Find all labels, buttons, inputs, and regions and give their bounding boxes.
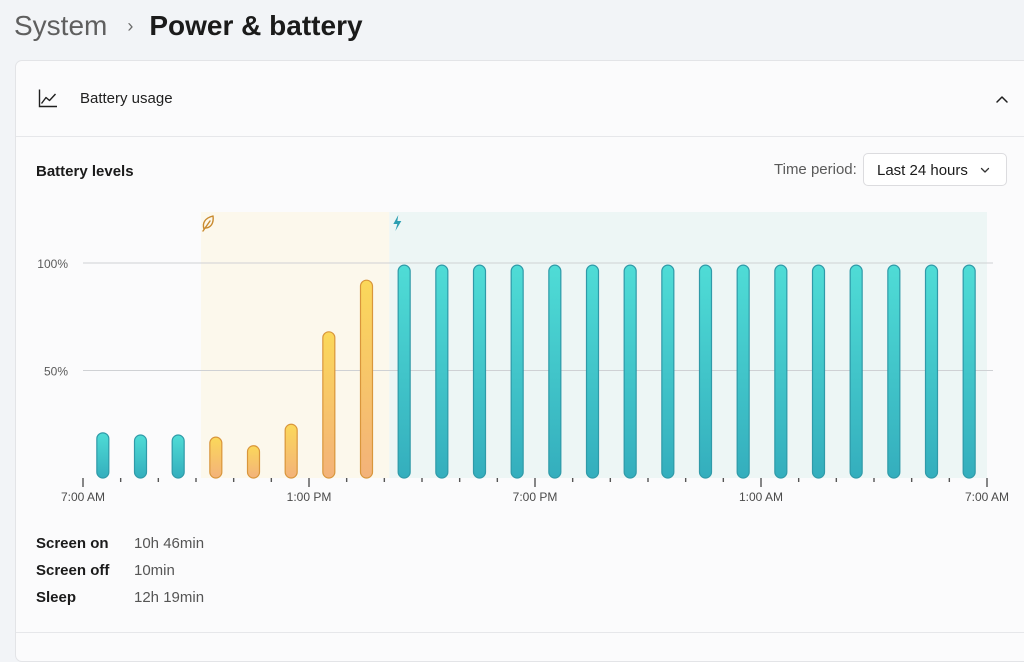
section-title: Battery usage xyxy=(80,90,173,107)
battery-bar xyxy=(736,264,750,479)
battery-bar xyxy=(924,264,939,479)
time-period-select[interactable]: Last 24 hours xyxy=(863,153,1007,186)
leaf-shape xyxy=(202,215,214,230)
time-period-label: Time period: xyxy=(774,161,857,178)
x-tick-label: 7:00 AM xyxy=(61,490,105,504)
breadcrumb-separator: › xyxy=(127,15,134,36)
x-tick-label: 7:00 PM xyxy=(513,490,558,504)
x-tick-label: 7:00 AM xyxy=(965,490,1009,504)
page-title: Power & battery xyxy=(149,10,363,41)
battery-bar xyxy=(397,264,411,479)
stat-value: 10h 46min xyxy=(134,535,205,552)
stat-sleep: Sleep 12h 19min xyxy=(36,589,336,609)
battery-saver-bar xyxy=(246,445,261,479)
stat-label: Screen on xyxy=(36,535,109,552)
battery-saver-bar xyxy=(209,436,223,479)
leaf-icon xyxy=(202,215,214,232)
x-tick-label: 1:00 AM xyxy=(739,490,783,504)
battery-bar xyxy=(510,264,524,479)
battery-bar xyxy=(887,264,901,479)
breadcrumb: System › Power & battery xyxy=(14,4,363,48)
chevron-down-icon xyxy=(980,167,990,173)
battery-usage-card: Battery usage Battery levels Time period… xyxy=(15,60,1024,662)
stat-label: Screen off xyxy=(36,562,110,579)
stat-label: Sleep xyxy=(36,589,77,606)
time-period-value: Last 24 hours xyxy=(877,162,968,179)
lightning-shape xyxy=(393,215,402,231)
battery-bar xyxy=(435,264,449,479)
battery-bar xyxy=(849,264,863,479)
battery-levels-chart: 100% 50% 7:00 AM 1:00 PM 7:00 PM 1:00 AM 7:00… xyxy=(37,212,1009,504)
battery-saver-bar xyxy=(359,279,374,479)
battery-usage-header[interactable]: Battery usage xyxy=(16,61,1024,137)
battery-bar xyxy=(774,264,788,479)
battery-bar xyxy=(661,264,675,479)
battery-bar xyxy=(698,264,713,479)
battery-bar xyxy=(962,264,976,479)
battery-saver-bar xyxy=(284,423,298,479)
battery-bar xyxy=(133,434,148,479)
line-chart-icon xyxy=(38,89,57,108)
battery-levels-title: Battery levels xyxy=(36,163,134,180)
battery-bar xyxy=(96,432,110,479)
divider xyxy=(16,632,1024,633)
battery-bar xyxy=(548,264,562,479)
battery-saver-bar xyxy=(322,331,336,479)
x-tick-label: 1:00 PM xyxy=(287,490,332,504)
battery-bar xyxy=(811,264,826,479)
y-tick-label: 100% xyxy=(37,257,68,271)
chevron-up-icon[interactable] xyxy=(988,85,1016,113)
stat-value: 10min xyxy=(134,562,175,579)
breadcrumb-system-link[interactable]: System xyxy=(14,10,108,41)
y-tick-label: 50% xyxy=(44,365,68,379)
battery-bar xyxy=(623,264,637,479)
stat-value: 12h 19min xyxy=(134,589,205,606)
stat-screen-off: Screen off 10min xyxy=(36,562,336,582)
battery-bar xyxy=(171,434,185,479)
lightning-icon xyxy=(393,215,402,231)
leaf-stem xyxy=(202,220,211,232)
battery-bar xyxy=(585,264,600,479)
stat-screen-on: Screen on 10h 46min xyxy=(36,535,336,555)
battery-bar xyxy=(472,264,487,479)
